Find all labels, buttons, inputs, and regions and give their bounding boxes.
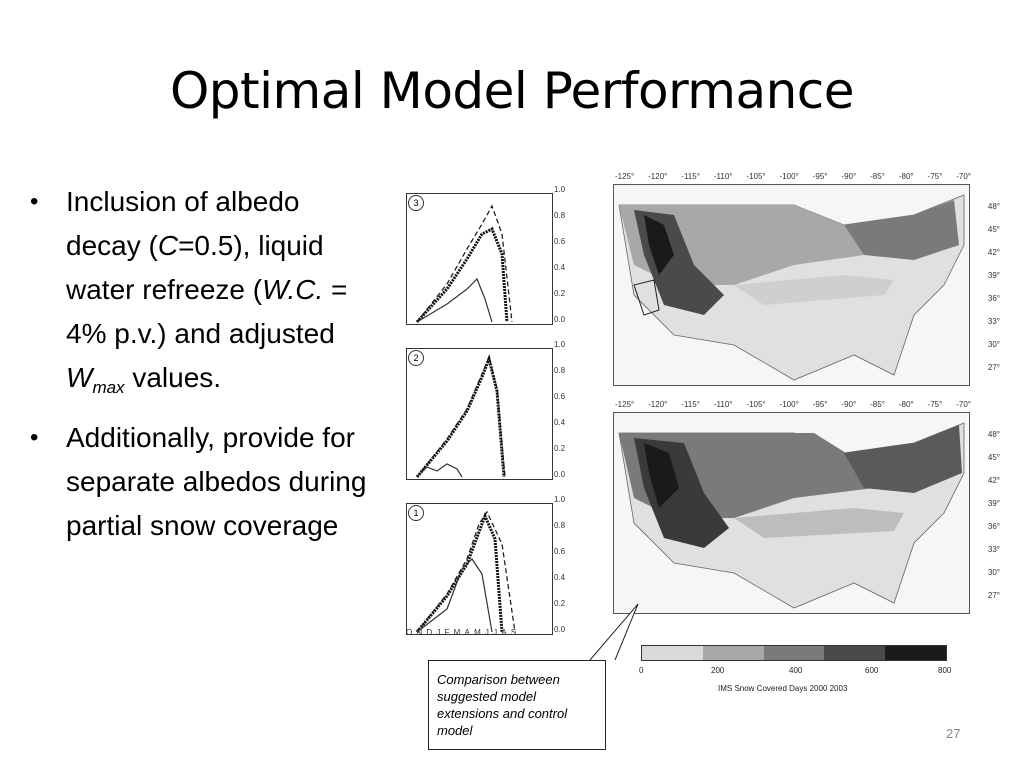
y-tick: 0.4 — [554, 418, 566, 427]
lat-tick: 45° — [987, 225, 1000, 234]
legend-swatch — [642, 646, 703, 660]
subscript-max: max — [92, 378, 125, 397]
lat-tick: 36° — [987, 522, 1000, 531]
panel-1-lines — [415, 510, 516, 633]
bullet-text-part: = 4% p.v.) and adjusted — [66, 274, 348, 349]
bullet-dot-icon: • — [30, 424, 39, 451]
y-tick: 0.4 — [554, 573, 566, 582]
lat-tick: 48° — [987, 430, 1000, 439]
legend-swatch — [824, 646, 886, 660]
y-tick: 0.2 — [554, 444, 566, 453]
chart-frame — [406, 348, 553, 480]
y-tick: 0.6 — [554, 237, 566, 246]
map-image — [613, 184, 970, 386]
bullet-dot-icon: • — [30, 188, 39, 215]
lat-tick: 27° — [987, 363, 1000, 372]
bullet-text-part: =0.5), liquid water refreeze ( — [66, 230, 324, 305]
y-tick: 0.4 — [554, 263, 566, 272]
variable-c: C — [157, 230, 179, 261]
month-axis-labels: ONDJFMAMJJAS — [406, 628, 521, 637]
snow-map-bottom: -125° -120° -115° -110° -105° -100° -95° -90° -8… — [608, 400, 1000, 615]
y-tick: 0.8 — [554, 521, 566, 530]
bullet-item: • Additionally, provide for separate alb… — [30, 416, 375, 548]
bullet-item: • Inclusion of albedo decay (C=0.5), liq… — [30, 180, 375, 410]
variable-wc: W.C. — [262, 274, 324, 305]
y-tick: 0.6 — [554, 547, 566, 556]
lat-tick: 36° — [987, 294, 1000, 303]
bullet-text-part: values. — [124, 362, 222, 393]
y-tick: 0.8 — [554, 366, 566, 375]
legend-swatch — [885, 646, 946, 660]
y-tick: 0.2 — [554, 289, 566, 298]
y-tick: 0.2 — [554, 599, 566, 608]
legend-swatch — [702, 646, 764, 660]
panel-2-lines — [415, 354, 506, 478]
bullet-text: Inclusion of albedo decay (C=0.5), liqui… — [66, 180, 375, 410]
y-tick: 0.6 — [554, 392, 566, 401]
variable-w: W — [66, 362, 93, 393]
y-tick: 0.0 — [554, 470, 566, 479]
y-tick: 1.0 — [554, 185, 566, 194]
lat-tick: 39° — [987, 499, 1000, 508]
lat-tick: 27° — [987, 591, 1000, 600]
slide-title: Optimal Model Performance — [169, 62, 855, 120]
legend-swatch — [763, 646, 825, 660]
lat-tick: 33° — [987, 317, 1000, 326]
chart-frame — [406, 503, 553, 635]
y-tick: 0.0 — [554, 315, 566, 324]
snow-map-top: -125° -120° -115° -110° -105° -100° -95° -90° -8… — [608, 172, 1000, 387]
lat-tick: 30° — [987, 568, 1000, 577]
callout-pointer — [589, 603, 639, 661]
panel-3-lines — [415, 204, 513, 324]
lat-tick: 42° — [987, 248, 1000, 257]
y-tick: 0.0 — [554, 625, 566, 634]
lat-tick: 33° — [987, 545, 1000, 554]
lat-tick: 30° — [987, 340, 1000, 349]
comparison-callout: Comparison between suggested model exten… — [428, 660, 606, 750]
bullet-text-part: Inclusion of albedo decay ( — [66, 186, 300, 261]
y-tick: 0.8 — [554, 211, 566, 220]
bullet-list: • Inclusion of albedo decay (C=0.5), liq… — [30, 180, 375, 554]
snow-days-legend-bar — [641, 645, 947, 661]
page-number: 27 — [946, 726, 961, 741]
longitude-ticks: -125° -120° -115° -110° -105° -100° -95° -90° -8… — [614, 400, 971, 409]
lat-tick: 42° — [987, 476, 1000, 485]
legend-label: IMS Snow Covered Days 2000 2003 — [718, 684, 848, 693]
lat-tick: 39° — [987, 271, 1000, 280]
longitude-ticks: -125° -120° -115° -110° -105° -100° -95° -90° -8… — [614, 172, 971, 181]
chart-panel-1: 1 1.0 0.8 0.6 0.4 0.2 0.0 — [398, 495, 578, 641]
map-image — [613, 412, 970, 614]
chart-frame — [406, 193, 553, 325]
panel-number-label: 1 — [408, 505, 424, 521]
lat-tick: 45° — [987, 453, 1000, 462]
chart-panel-3: 3 1.0 0.8 0.6 0.4 0.2 0.0 — [398, 185, 578, 331]
bullet-text: Additionally, provide for separate albed… — [66, 422, 367, 541]
lat-tick: 48° — [987, 202, 1000, 211]
y-tick: 1.0 — [554, 495, 566, 504]
chart-panel-2: 2 1.0 0.8 0.6 0.4 0.2 0.0 — [398, 340, 578, 486]
y-tick: 1.0 — [554, 340, 566, 349]
panel-number-label: 3 — [408, 195, 424, 211]
panel-number-label: 2 — [408, 350, 424, 366]
